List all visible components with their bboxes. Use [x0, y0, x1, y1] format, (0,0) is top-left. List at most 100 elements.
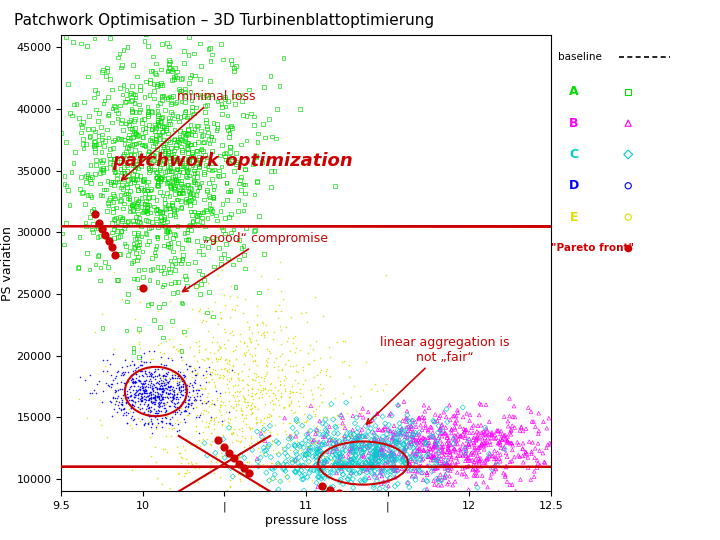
Point — [383, 421, 395, 429]
Point — [206, 204, 217, 213]
Point — [129, 98, 140, 107]
Point — [292, 464, 303, 473]
Point — [471, 466, 482, 475]
Point — [146, 399, 158, 408]
Point — [286, 434, 297, 442]
Point — [476, 440, 487, 449]
Point — [290, 432, 302, 441]
Point — [413, 414, 424, 422]
Point — [173, 378, 184, 387]
Point — [108, 101, 120, 110]
Point — [233, 470, 244, 478]
Point — [302, 464, 313, 472]
Point — [376, 467, 387, 476]
Point — [205, 371, 217, 380]
Point — [148, 394, 160, 402]
Point — [125, 97, 137, 106]
Point — [359, 459, 371, 468]
Point — [233, 374, 244, 382]
Point — [464, 442, 475, 451]
Point — [222, 336, 234, 345]
Point — [217, 486, 228, 495]
Point — [214, 392, 225, 400]
Point — [297, 475, 308, 483]
Point — [213, 166, 225, 175]
Point — [135, 161, 147, 170]
Point — [163, 120, 174, 129]
Point — [140, 386, 152, 394]
Point — [150, 124, 162, 132]
Point — [130, 369, 142, 378]
Point — [138, 380, 149, 388]
Point — [457, 440, 469, 448]
Point — [175, 404, 186, 413]
Point — [207, 364, 218, 373]
Point — [172, 380, 184, 389]
Point — [504, 480, 516, 489]
Point — [443, 435, 454, 444]
Point — [239, 165, 251, 174]
Point — [385, 409, 397, 418]
Point — [382, 476, 393, 485]
Point — [429, 417, 441, 426]
Point — [145, 398, 157, 407]
Point — [428, 481, 440, 489]
Point — [160, 389, 171, 397]
Point — [86, 225, 98, 234]
Point — [132, 204, 143, 212]
Point — [268, 496, 279, 505]
Point — [191, 281, 202, 290]
Point — [106, 228, 117, 237]
Point — [462, 456, 474, 465]
Point — [368, 481, 379, 489]
Point — [218, 291, 230, 299]
Point — [326, 455, 338, 464]
Point — [457, 413, 469, 421]
Point — [339, 336, 351, 345]
Point — [193, 306, 204, 315]
Point — [135, 397, 147, 406]
Point — [403, 438, 415, 447]
Point — [420, 476, 432, 485]
Point — [150, 205, 162, 213]
Point — [268, 363, 279, 372]
Point — [92, 224, 104, 232]
Point — [159, 374, 171, 383]
Point — [179, 472, 190, 481]
Point — [140, 386, 152, 394]
Point — [131, 420, 143, 428]
Point — [366, 464, 378, 472]
Point — [374, 438, 386, 447]
Point — [393, 438, 405, 447]
Point — [263, 285, 274, 293]
Point — [145, 416, 157, 425]
Point — [150, 136, 162, 144]
Point — [233, 255, 245, 264]
Point — [161, 392, 173, 400]
Point — [143, 410, 154, 419]
Point — [228, 425, 240, 434]
Point — [390, 456, 401, 465]
Point — [374, 450, 385, 458]
Point — [193, 210, 204, 219]
Point — [378, 454, 390, 462]
Point — [243, 397, 254, 406]
Point — [178, 162, 189, 171]
Point — [162, 161, 174, 170]
Point — [212, 345, 223, 354]
Point — [125, 150, 136, 158]
Point — [152, 234, 163, 242]
Point — [200, 91, 212, 99]
Point — [235, 468, 246, 477]
Point — [377, 440, 389, 449]
Point — [367, 457, 379, 465]
Point — [577, 444, 588, 453]
Point — [436, 459, 448, 468]
Point — [261, 345, 272, 353]
Point — [175, 375, 186, 384]
Point — [365, 467, 377, 476]
Point — [212, 490, 223, 498]
Point — [132, 159, 143, 168]
Point — [530, 422, 541, 431]
Point — [152, 398, 163, 407]
